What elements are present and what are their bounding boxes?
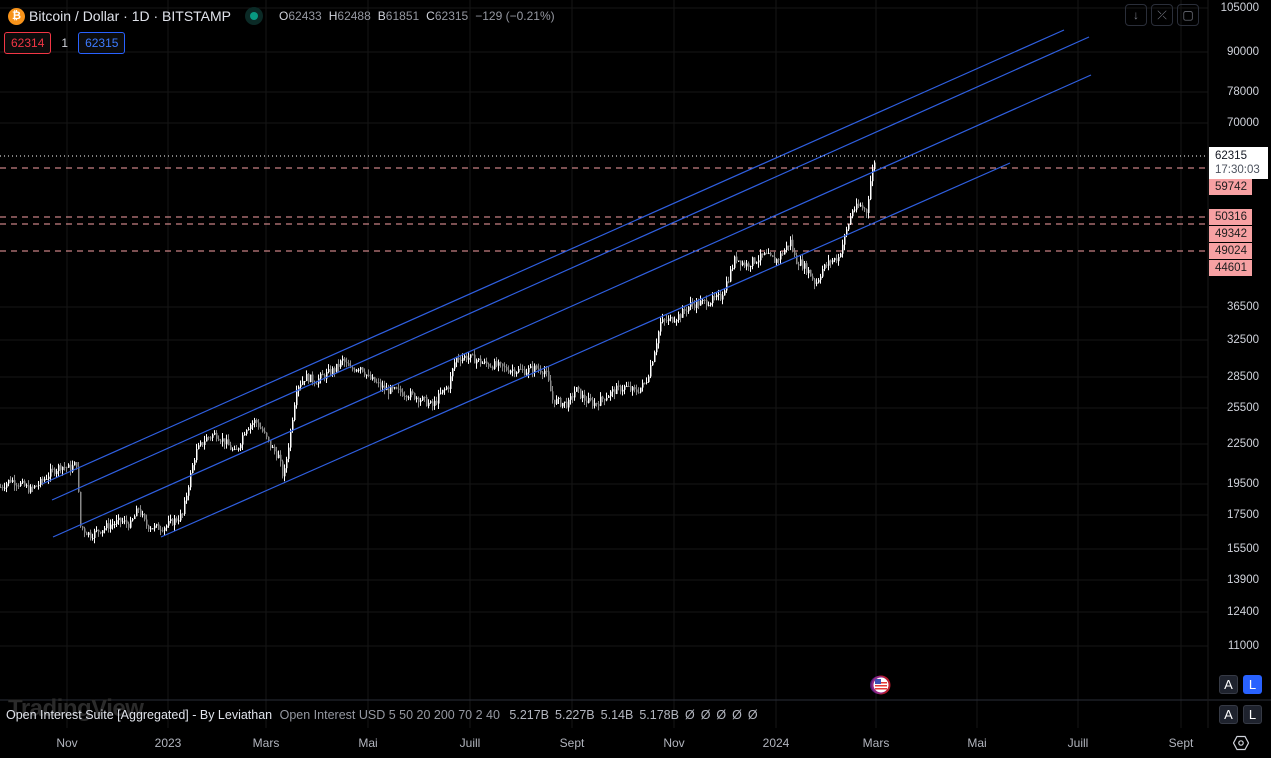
time-axis-label: Nov [663, 736, 685, 750]
indicator-args: Open Interest USD 5 50 20 200 70 2 40 [279, 708, 500, 722]
time-axis-label: 2023 [154, 736, 182, 750]
price-axis-label: 12400 [1227, 606, 1259, 618]
price-axis-label: 17500 [1227, 509, 1259, 521]
chart-toolbar: ↓ ⤫ ▢ [1125, 4, 1199, 26]
time-axis-label: Juill [1067, 736, 1089, 750]
log-scale-button[interactable]: L [1243, 675, 1262, 694]
current-price-tag: 62315 17:30:03 [1209, 147, 1268, 179]
sell-button[interactable]: 62314 [4, 32, 52, 54]
price-axis-label: 22500 [1227, 438, 1259, 450]
time-axis-label: Sept [1168, 736, 1194, 750]
indicator-auto-scale-button[interactable]: A [1219, 705, 1238, 724]
us-flag-event-icon[interactable] [868, 675, 894, 695]
time-axis-label: Mars [252, 736, 280, 750]
time-axis-label: Nov [56, 736, 78, 750]
symbol-legend[interactable]: ₿ Bitcoin / Dollar · 1D · BITSTAMP O6243… [8, 6, 562, 26]
bitcoin-icon: ₿ [8, 7, 25, 25]
price-axis-label: 36500 [1227, 301, 1259, 313]
fullscreen-icon[interactable]: ▢ [1177, 4, 1199, 26]
buy-button[interactable]: 62315 [78, 32, 126, 54]
time-axis-label: 2024 [762, 736, 790, 750]
symbol-title[interactable]: Bitcoin / Dollar · 1D · BITSTAMP [29, 8, 232, 24]
time-axis-label: Mai [358, 736, 378, 750]
time-axis-label: Sept [559, 736, 585, 750]
parallel-channel[interactable] [41, 29, 1092, 538]
auto-scale-button[interactable]: A [1219, 675, 1238, 694]
price-axis-label: 105000 [1220, 2, 1259, 14]
price-change: −129 (−0.21%) [475, 9, 555, 23]
time-axis-label: Mai [967, 736, 987, 750]
scroll-down-icon[interactable]: ↓ [1125, 4, 1147, 26]
level-price-tag: 44601 [1209, 260, 1252, 276]
price-axis-label: 25500 [1227, 402, 1259, 414]
horizontal-levels [0, 167, 1208, 252]
spread-value: 1 [61, 36, 69, 50]
price-axis-label: 15500 [1227, 543, 1259, 555]
price-axis-label: 90000 [1227, 46, 1259, 58]
price-axis-label: 11000 [1227, 640, 1259, 652]
level-price-tag: 59742 [1209, 179, 1252, 195]
price-axis-label: 19500 [1227, 478, 1259, 490]
level-price-tag: 50316 [1209, 209, 1252, 225]
level-price-tag: 49024 [1209, 243, 1252, 259]
indicator-values: 5.217B 5.227B 5.14B 5.178B Ø Ø Ø Ø Ø [509, 708, 758, 722]
time-axis-label: Mars [862, 736, 890, 750]
market-open-icon [245, 7, 264, 25]
collapse-icon[interactable]: ⤫ [1151, 4, 1173, 26]
tradingview-watermark: TradingView [8, 695, 144, 722]
time-axis-label: Juill [459, 736, 481, 750]
price-axis-label: 78000 [1227, 86, 1259, 98]
price-axis-label: 28500 [1227, 371, 1259, 383]
level-price-tag: 49342 [1209, 226, 1252, 242]
price-candles [0, 160, 876, 544]
indicator-name[interactable]: Open Interest Suite [Aggregated] - By Le… [6, 708, 273, 722]
grid-lines [0, 0, 1208, 728]
price-axis-label: 13900 [1227, 574, 1259, 586]
price-axis-label: 70000 [1227, 117, 1259, 129]
settings-gear-icon[interactable] [1233, 735, 1249, 751]
price-axis-label: 32500 [1227, 334, 1259, 346]
indicator-legend[interactable]: Open Interest Suite [Aggregated] - By Le… [6, 708, 764, 722]
indicator-log-scale-button[interactable]: L [1243, 705, 1262, 724]
ohlc-values: O62433 H62488 B61851 C62315 −129 (−0.21%… [279, 9, 555, 23]
bid-ask-panel: 62314 1 62315 [4, 32, 126, 54]
